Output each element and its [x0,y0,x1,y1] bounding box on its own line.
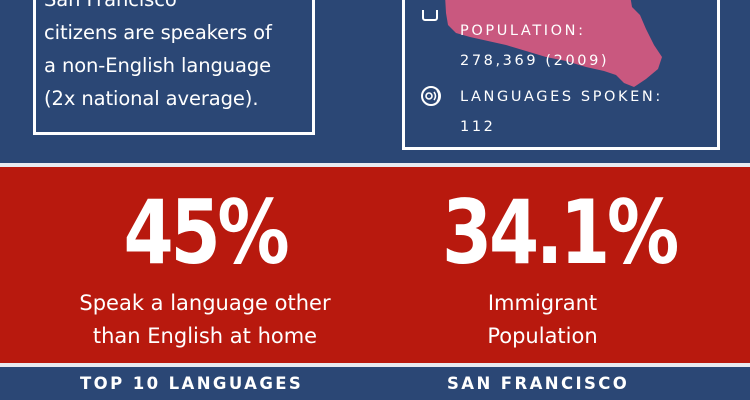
population-text: POPULATION: 278,369 (2009) [460,8,609,76]
languages-text: LANGUAGES SPOKEN: 112 [460,82,663,142]
stat-caption-home-language: Speak a language other than English at h… [40,287,370,353]
fact-line-2: a non-English language [44,54,272,77]
fact-text: San Francisco citizens are speakers of a… [44,0,309,115]
san-francisco-map-shape [445,0,662,87]
languages-label: LANGUAGES SPOKEN: [460,89,663,105]
population-label: POPULATION: [460,23,586,39]
population-row: POPULATION: 278,369 (2009) [420,8,609,76]
stat-value-immigrant: 34.1% [442,181,679,284]
caption-line: Immigrant [487,291,598,315]
fact-line-partial: San Francisco [44,0,309,16]
fact-box-right [402,0,720,150]
caption-line: than English at home [92,324,318,348]
divider-bottom [0,363,750,367]
people-icon [422,10,438,21]
languages-row: LANGUAGES SPOKEN: 112 [420,82,663,142]
stats-band: 45% Speak a language other than English … [0,167,750,363]
bottom-section: TOP 10 LANGUAGES SAN FRANCISCO [0,367,750,400]
population-value: 278,369 (2009) [460,53,610,69]
stat-caption-immigrant: Immigrant Population [420,287,665,353]
fact-line-1: citizens are speakers of [44,21,272,44]
heading-top-languages: TOP 10 LANGUAGES [80,374,304,393]
speech-icon [421,86,441,106]
divider-top [0,163,750,167]
top-section: San Francisco citizens are speakers of a… [0,0,750,163]
caption-line: Population [487,324,598,348]
heading-san-francisco: SAN FRANCISCO [447,374,630,393]
fact-box-left [33,0,315,135]
caption-line: Speak a language other [79,291,331,315]
languages-value: 112 [460,119,496,135]
fact-line-3: (2x national average). [44,87,259,110]
stat-value-home-language: 45% [123,181,290,284]
